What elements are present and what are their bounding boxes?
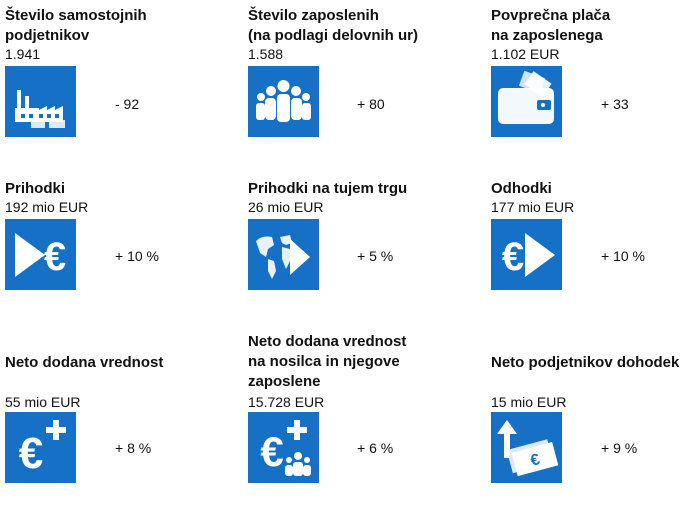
card-title: Število samostojnih podjetnikov bbox=[5, 7, 147, 44]
card-change: + 80 bbox=[357, 96, 385, 112]
card-title: Prihodki bbox=[5, 180, 66, 197]
euro-plus-people-icon: € bbox=[248, 412, 319, 483]
card-title: Število zaposlenih (na podlagi delovnih … bbox=[248, 7, 418, 44]
card-net-value-added: Neto dodana vrednost bbox=[5, 353, 230, 373]
card-net-value-added-per-person: Neto dodana vrednost na nosilca in njego… bbox=[248, 332, 473, 392]
svg-text:€: € bbox=[260, 428, 283, 475]
euro-out-icon: € bbox=[491, 219, 562, 290]
card-value: 15 mio EUR bbox=[491, 394, 567, 410]
card-value: 55 mio EUR bbox=[5, 394, 81, 410]
card-self-employed-count: Število samostojnih podjetnikov 1.941 bbox=[5, 6, 230, 63]
card-value: 1.941 bbox=[5, 46, 41, 62]
money-up-icon: € bbox=[491, 412, 562, 483]
card-net-entrepreneur-income: Neto podjetnikov dohodek bbox=[491, 353, 690, 373]
card-title: Neto podjetnikov dohodek bbox=[491, 354, 680, 371]
card-title: Neto dodana vrednost na nosilca in njego… bbox=[248, 333, 407, 390]
card-title: Neto dodana vrednost bbox=[5, 354, 164, 371]
card-revenues: Prihodki 192 mio EUR bbox=[5, 179, 230, 216]
svg-text:€: € bbox=[44, 235, 66, 279]
euro-in-icon: € bbox=[5, 219, 76, 290]
card-value: 15.728 EUR bbox=[248, 394, 325, 410]
card-change: + 33 bbox=[601, 96, 629, 112]
svg-text:€: € bbox=[502, 235, 524, 279]
card-value: 1.102 EUR bbox=[491, 46, 560, 62]
card-foreign-revenues: Prihodki na tujem trgu 26 mio EUR bbox=[248, 179, 473, 216]
card-employees-count: Število zaposlenih (na podlagi delovnih … bbox=[248, 6, 473, 63]
card-value: 177 mio EUR bbox=[491, 199, 575, 215]
factory-icon bbox=[5, 66, 76, 137]
world-map-icon bbox=[248, 219, 319, 290]
card-title: Prihodki na tujem trgu bbox=[248, 180, 408, 197]
card-value: 26 mio EUR bbox=[248, 199, 324, 215]
people-icon bbox=[248, 66, 319, 137]
card-change: + 8 % bbox=[115, 440, 152, 456]
card-expenses: Odhodki 177 mio EUR bbox=[491, 179, 690, 216]
card-value: 192 mio EUR bbox=[5, 199, 89, 215]
wallet-icon bbox=[491, 66, 562, 137]
svg-text:€: € bbox=[529, 451, 542, 470]
card-value: 1.588 bbox=[248, 46, 284, 62]
card-title: Povprečna plača na zaposlenega bbox=[491, 7, 611, 44]
card-title: Odhodki bbox=[491, 180, 552, 197]
card-average-salary: Povprečna plača na zaposlenega 1.102 EUR bbox=[491, 6, 690, 63]
card-change: + 6 % bbox=[357, 440, 394, 456]
card-change: + 9 % bbox=[601, 440, 638, 456]
card-change: + 5 % bbox=[357, 248, 394, 264]
svg-text:€: € bbox=[19, 429, 43, 478]
euro-plus-icon: € bbox=[5, 412, 76, 483]
card-change: + 10 % bbox=[601, 248, 645, 264]
card-change: - 92 bbox=[115, 96, 140, 112]
card-change: + 10 % bbox=[115, 248, 159, 264]
